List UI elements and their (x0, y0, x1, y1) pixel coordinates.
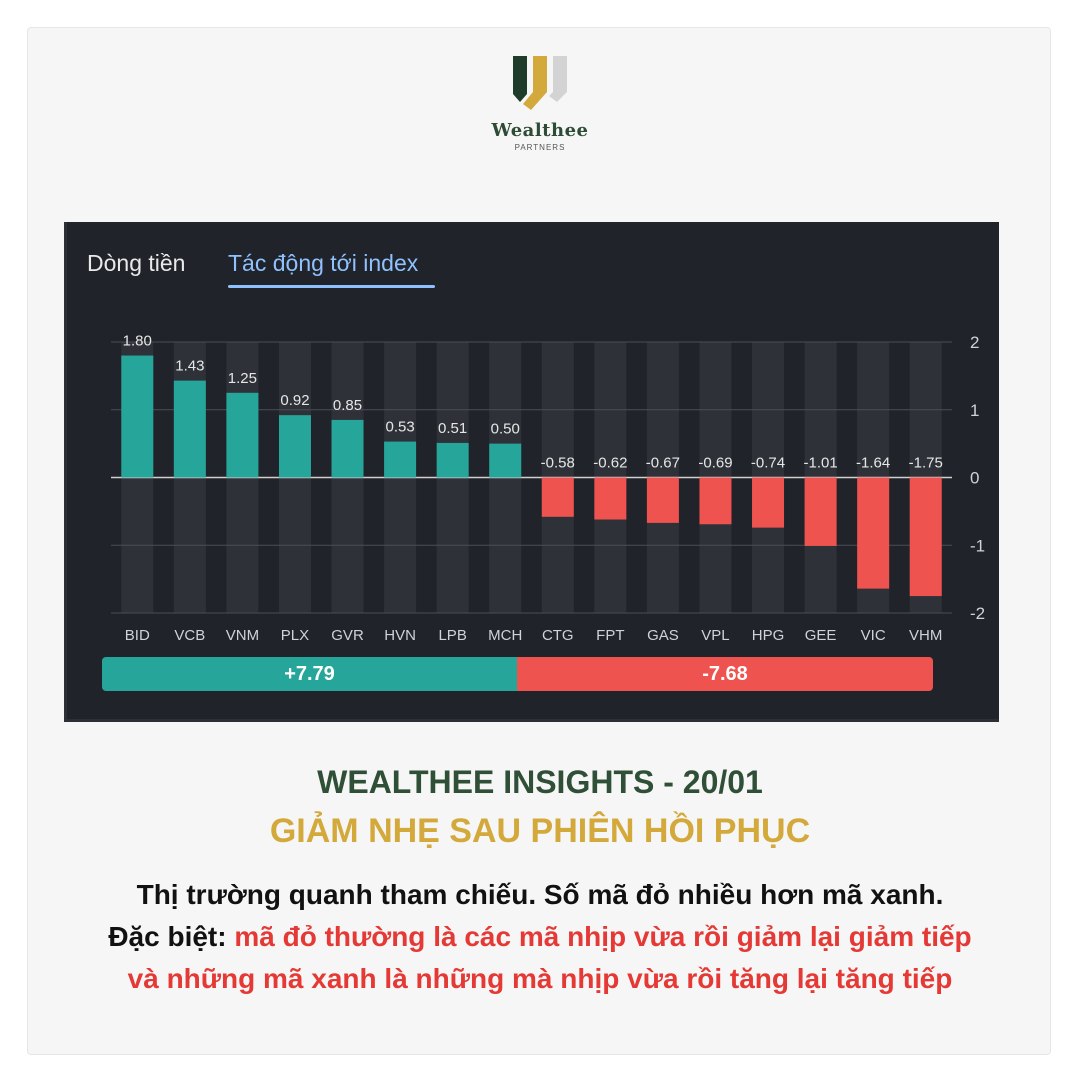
value-label: 0.53 (385, 419, 414, 436)
category-label: HVN (384, 627, 416, 644)
bar-bid (121, 355, 154, 478)
category-label: GEE (805, 627, 837, 644)
category-label: GAS (647, 627, 679, 644)
index-impact-panel: Dòng tiền Tác động tới index 2 1 0 -1 -2 1.80… (64, 222, 999, 722)
value-label: 1.43 (175, 358, 204, 375)
category-label: HPG (752, 627, 785, 644)
value-label: -0.58 (541, 455, 575, 472)
bar-vnm (226, 392, 259, 478)
category-label: LPB (438, 627, 466, 644)
totals-bar: +7.79 -7.68 (102, 657, 933, 691)
bar-vhm (909, 477, 942, 597)
bar-ctg (541, 477, 574, 517)
brand-name: Wealthee (491, 120, 589, 141)
headline-title: WEALTHEE INSIGHTS - 20/01 (317, 764, 763, 800)
category-label: FPT (596, 627, 624, 644)
bar-vic (857, 477, 890, 589)
y-tick-label: 1 (970, 401, 979, 420)
bar-hpg (752, 477, 785, 528)
value-label: -1.75 (909, 455, 943, 472)
bar-plx (278, 415, 311, 478)
bar-vpl (699, 477, 732, 525)
y-tick-label: 2 (970, 333, 979, 352)
value-label: 1.25 (228, 370, 257, 387)
value-label: -0.62 (593, 455, 627, 472)
y-tick-label: -2 (970, 604, 985, 623)
commentary-line-1: Thị trường quanh tham chiếu. Số mã đỏ nh… (136, 879, 944, 910)
value-label: -0.69 (698, 455, 732, 472)
active-tab-underline (228, 285, 435, 288)
commentary-prefix: Đặc biệt: (108, 921, 235, 952)
value-label: -0.74 (751, 455, 785, 472)
value-label: 0.92 (280, 392, 309, 409)
brand-logo: Wealthee PARTNERS (0, 52, 1080, 152)
category-label: VCB (174, 627, 205, 644)
y-tick-label: -1 (970, 536, 985, 555)
bar-gee (804, 477, 837, 546)
tab-dong-tien[interactable]: Dòng tiền (87, 250, 186, 276)
commentary: Thị trường quanh tham chiếu. Số mã đỏ nh… (40, 874, 1040, 1000)
bar-vcb (173, 380, 206, 478)
category-label: VPL (701, 627, 729, 644)
category-label: MCH (488, 627, 522, 644)
category-label: BID (125, 627, 150, 644)
bar-fpt (594, 477, 627, 520)
positive-total: +7.79 (102, 657, 517, 691)
category-label: PLX (281, 627, 309, 644)
value-label: -1.01 (803, 455, 837, 472)
value-label: 1.80 (123, 333, 152, 350)
category-label: VHM (909, 627, 942, 644)
value-label: 0.50 (491, 421, 520, 438)
commentary-highlight-2: và những mã xanh là những mà nhịp vừa rồ… (127, 963, 953, 994)
value-label: 0.85 (333, 397, 362, 414)
bar-gvr (331, 419, 364, 478)
commentary-highlight-1: mã đỏ thường là các mã nhịp vừa rồi giảm… (234, 921, 972, 952)
headline-subtitle: GIẢM NHẸ SAU PHIÊN HỒI PHỤC (269, 812, 811, 850)
value-label: -1.64 (856, 455, 890, 472)
index-impact-chart: 2 1 0 -1 -2 1.80 BID 1.43 VCB 1.25 VNM 0.92 PLX 0.85 G… (111, 333, 985, 644)
category-label: GVR (331, 627, 364, 644)
commentary-line-2: Đặc biệt: mã đỏ thường là các mã nhịp vừ… (40, 916, 1040, 958)
category-label: VIC (861, 627, 886, 644)
bar-lpb (436, 442, 469, 478)
bar-mch (489, 443, 522, 478)
category-label: VNM (226, 627, 259, 644)
value-label: -0.67 (646, 455, 680, 472)
wealthee-logo-icon (513, 56, 567, 110)
y-tick-label: 0 (970, 469, 979, 488)
value-label: 0.51 (438, 420, 467, 437)
category-label: CTG (542, 627, 574, 644)
bar-hvn (384, 441, 417, 478)
bar-gas (646, 477, 679, 523)
tab-tac-dong-toi-index[interactable]: Tác động tới index (228, 250, 419, 276)
brand-subtitle: PARTNERS (514, 143, 566, 152)
negative-total: -7.68 (517, 657, 933, 691)
